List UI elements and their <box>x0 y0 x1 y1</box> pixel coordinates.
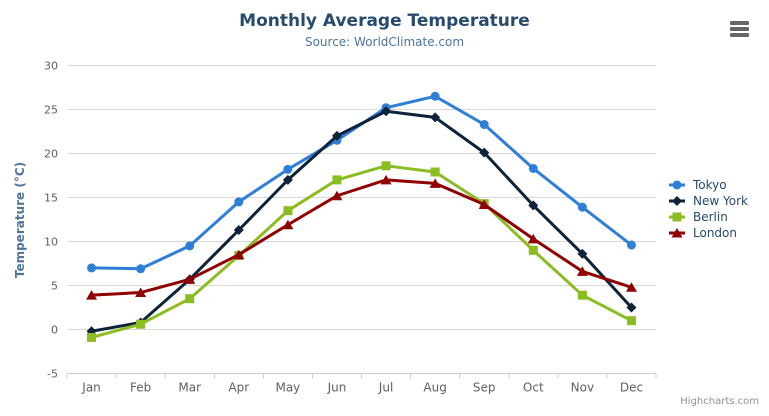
data-point-tokyo[interactable] <box>577 202 587 212</box>
data-point-london[interactable] <box>380 174 392 185</box>
data-point-london[interactable] <box>429 178 441 188</box>
legend-item-tokyo[interactable]: Tokyo <box>668 177 748 193</box>
data-point-new-york[interactable] <box>626 302 637 313</box>
data-point-london[interactable] <box>478 199 490 210</box>
legend: Tokyo New York Berlin London <box>668 177 748 241</box>
data-point-berlin[interactable] <box>185 294 195 304</box>
legend-label: Berlin <box>693 210 728 224</box>
hamburger-bar <box>730 27 749 31</box>
legend-marker-shape[interactable] <box>672 180 682 190</box>
y-axis-tick-label: 15 <box>44 192 58 205</box>
legend-marker-triangle-icon <box>669 228 685 238</box>
hamburger-bar <box>730 33 749 37</box>
y-axis-tick-label: 25 <box>44 104 58 117</box>
data-point-berlin[interactable] <box>283 206 293 216</box>
legend-marker-shape[interactable] <box>671 228 683 238</box>
y-axis-title: Temperature (°C) <box>13 161 27 279</box>
x-axis-tick-label: Nov <box>571 381 594 395</box>
x-axis-tick-label: Jan <box>81 381 101 395</box>
data-point-tokyo[interactable] <box>136 264 146 274</box>
data-point-berlin[interactable] <box>430 167 440 177</box>
y-axis-tick-label: 5 <box>51 280 58 293</box>
data-point-berlin[interactable] <box>626 316 636 326</box>
x-axis-tick-label: Apr <box>228 381 249 395</box>
y-axis-tick-label: 30 <box>44 60 58 73</box>
data-point-berlin[interactable] <box>381 161 391 171</box>
legend-marker-square-icon <box>669 212 685 222</box>
data-point-berlin[interactable] <box>87 332 97 342</box>
x-axis-tick-label: Jun <box>327 381 347 395</box>
data-point-tokyo[interactable] <box>87 263 97 273</box>
data-point-tokyo[interactable] <box>528 163 538 173</box>
chart-subtitle: Source: WorldClimate.com <box>304 35 465 49</box>
data-point-london[interactable] <box>282 219 294 230</box>
data-point-new-york[interactable] <box>430 112 441 123</box>
data-point-london[interactable] <box>625 282 637 292</box>
data-point-london[interactable] <box>331 190 343 201</box>
series-london <box>86 174 637 300</box>
data-point-new-york[interactable] <box>331 130 342 141</box>
x-axis-tick-label: Sep <box>473 381 496 395</box>
x-axis-tick-label: Feb <box>130 381 151 395</box>
data-point-london[interactable] <box>135 287 147 298</box>
data-point-tokyo[interactable] <box>234 197 244 207</box>
y-axis-tick-label: 10 <box>44 236 58 249</box>
data-point-berlin[interactable] <box>528 245 538 255</box>
data-point-tokyo[interactable] <box>185 241 195 251</box>
hamburger-bar <box>730 21 749 25</box>
x-axis-tick-label: Aug <box>423 381 446 395</box>
legend-marker-shape[interactable] <box>672 212 682 222</box>
series-berlin <box>87 161 636 342</box>
x-axis-tick-label: Dec <box>620 381 643 395</box>
data-point-berlin[interactable] <box>136 319 146 329</box>
series-line-london <box>90 178 633 297</box>
data-point-tokyo[interactable] <box>430 91 440 101</box>
export-menu-icon[interactable] <box>730 21 749 37</box>
data-point-berlin[interactable] <box>577 290 587 300</box>
legend-label: New York <box>693 194 748 208</box>
x-axis-tick-label: Jul <box>378 381 393 395</box>
legend-item-berlin[interactable]: Berlin <box>668 209 748 225</box>
x-axis-tick-label: Mar <box>178 381 201 395</box>
x-axis-tick-label: Oct <box>523 381 544 395</box>
data-point-new-york[interactable] <box>479 147 490 158</box>
x-axis-tick-label: May <box>275 381 300 395</box>
highcharts-credit-link[interactable]: Highcharts.com <box>680 396 759 407</box>
y-axis-tick-label: 0 <box>51 324 58 337</box>
data-point-tokyo[interactable] <box>479 119 489 129</box>
data-point-london[interactable] <box>527 233 539 244</box>
data-point-london[interactable] <box>86 290 98 300</box>
data-point-new-york[interactable] <box>381 106 392 117</box>
data-point-tokyo[interactable] <box>626 240 636 250</box>
legend-label: Tokyo <box>693 178 727 192</box>
data-point-london[interactable] <box>233 249 245 260</box>
legend-marker-diamond-icon <box>669 196 685 206</box>
data-point-new-york[interactable] <box>282 174 293 185</box>
legend-item-london[interactable]: London <box>668 225 748 241</box>
series-line-new-york <box>90 109 633 333</box>
chart-title: Monthly Average Temperature <box>239 11 530 31</box>
series-new-york <box>86 106 637 337</box>
y-axis-tick-label: 20 <box>44 148 58 161</box>
data-point-london[interactable] <box>576 266 588 276</box>
legend-label: London <box>693 226 737 240</box>
legend-marker-shape[interactable] <box>672 196 682 206</box>
y-axis-tick-label: -5 <box>47 368 58 381</box>
legend-item-new-york[interactable]: New York <box>668 193 748 209</box>
legend-marker-circle-icon <box>669 180 685 190</box>
series-line-berlin <box>90 164 633 339</box>
data-point-new-york[interactable] <box>577 248 588 259</box>
data-point-new-york[interactable] <box>528 200 539 211</box>
series-tokyo <box>87 91 636 274</box>
data-point-new-york[interactable] <box>233 225 244 236</box>
data-point-london[interactable] <box>184 274 196 284</box>
data-point-tokyo[interactable] <box>283 164 293 174</box>
data-point-berlin[interactable] <box>332 175 342 185</box>
